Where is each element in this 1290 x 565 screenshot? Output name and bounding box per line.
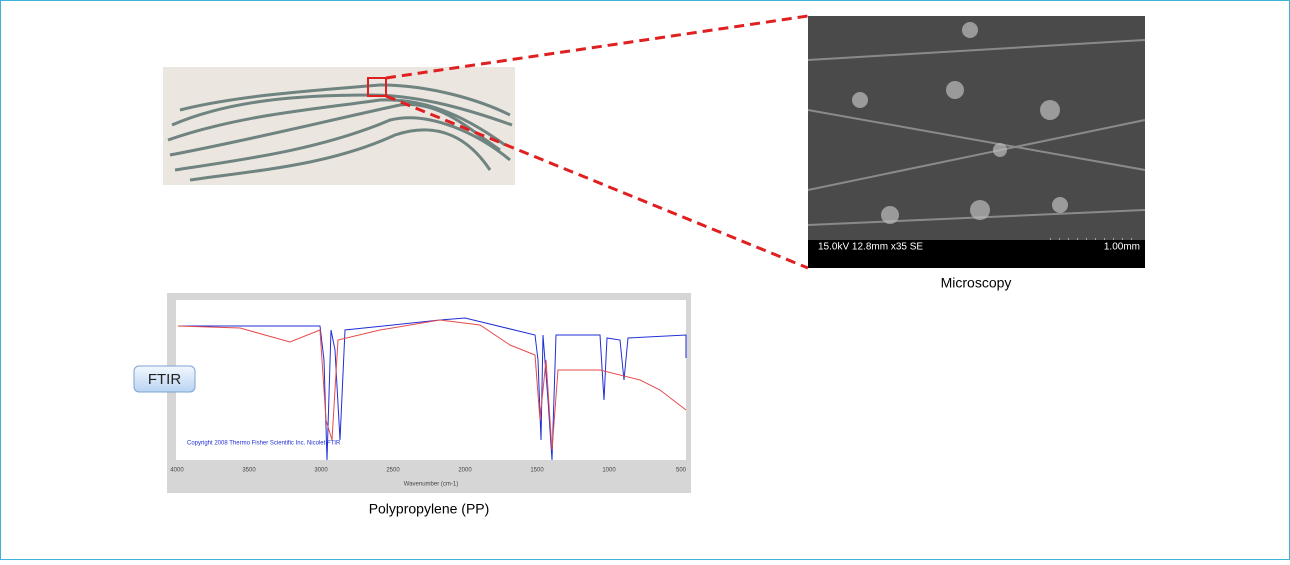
button-label: FTIR xyxy=(148,371,181,388)
figure: 15.0kV 12.8mm x35 SE 1.00mm Microscopy C… xyxy=(0,0,1290,560)
x-axis-label: Wavenumber (cm-1) xyxy=(404,482,458,488)
x-tick-label: 1500 xyxy=(530,468,544,474)
caption: Microscopy xyxy=(941,275,1012,291)
x-tick-label: 2500 xyxy=(386,468,400,474)
copyright: Copyright 2008 Thermo Fisher Scientific … xyxy=(187,441,341,447)
x-tick-label: 4000 xyxy=(170,468,184,474)
x-tick-label: 500 xyxy=(676,468,687,474)
x-tick-label: 2000 xyxy=(458,468,472,474)
x-tick-label: 3500 xyxy=(242,468,256,474)
x-tick-label: 1000 xyxy=(602,468,616,474)
ftir-spectrum: Copyright 2008 Thermo Fisher Scientific … xyxy=(167,293,691,493)
scale-label: 1.00mm xyxy=(1104,242,1140,253)
sem-info: 15.0kV 12.8mm x35 SE xyxy=(818,242,923,253)
page: {"microscopy": {"caption": "Microscopy",… xyxy=(0,0,1290,565)
x-tick-label: 3000 xyxy=(314,468,328,474)
sem-image: 15.0kV 12.8mm x35 SE 1.00mm xyxy=(808,16,1145,268)
ftir-button: FTIR xyxy=(134,366,195,392)
caption: Polypropylene (PP) xyxy=(369,501,490,517)
